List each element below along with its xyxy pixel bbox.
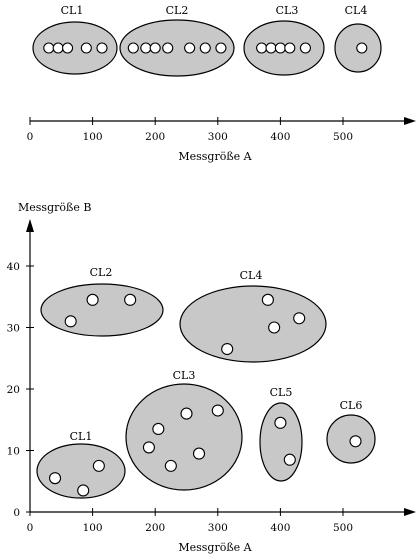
top-axis: 0 100 200 300 400 500 Messgröße A (27, 117, 416, 163)
cluster-region (259, 402, 303, 482)
x-tick-label: 200 (145, 522, 165, 534)
top-tick-label: 500 (333, 131, 353, 143)
x-tick-label: 0 (27, 522, 34, 534)
bottom-points (48, 293, 362, 497)
cluster-label: CL2 (166, 4, 189, 17)
y-tick-label: 10 (7, 446, 20, 458)
cluster-region (125, 383, 243, 491)
top-tick-label: 200 (145, 131, 165, 143)
bottom-cluster-cl1: CL1 (36, 430, 126, 499)
cluster-region (36, 443, 126, 499)
bottom-cluster-cl6: CL6 (326, 399, 376, 464)
cluster-label: CL3 (173, 369, 196, 382)
y-tick-label: 30 (7, 323, 20, 335)
bottom-cluster-cl3: CL3 (125, 369, 243, 491)
cluster-label: CL3 (276, 4, 299, 17)
data-point (184, 42, 196, 54)
cluster-label: CL2 (90, 266, 113, 279)
bottom-diagram: 0 100 200 300 400 500 0 10 20 30 40 Messgröße B M… (7, 201, 416, 554)
cluster-region (119, 19, 235, 77)
bottom-xlabel: Messgröße A (178, 541, 252, 554)
data-point (92, 459, 105, 472)
top-tick-label: 300 (208, 131, 228, 143)
data-point (284, 42, 296, 54)
data-point (149, 42, 161, 54)
cluster-label: CL1 (61, 4, 84, 17)
cluster-region (40, 283, 164, 337)
cluster-label: CL4 (345, 4, 368, 17)
bottom-y-arrowhead (26, 219, 34, 232)
data-point (52, 42, 64, 54)
data-point (180, 407, 193, 420)
data-point (142, 441, 155, 454)
data-point (274, 416, 287, 429)
top-cluster-cl3: CL3 (243, 4, 325, 76)
y-tick-label: 40 (7, 261, 20, 273)
bottom-cluster-cl4: CL4 (179, 269, 327, 363)
data-point (215, 42, 227, 54)
top-xlabel: Messgröße A (178, 150, 252, 163)
y-tick-label: 20 (7, 384, 20, 396)
bottom-axes: 0 100 200 300 400 500 0 10 20 30 40 Messgröße B M… (7, 201, 416, 554)
cluster-region (32, 21, 118, 75)
bottom-x-arrowhead (404, 508, 416, 516)
data-point (256, 42, 268, 54)
data-point (80, 42, 92, 54)
data-point (221, 342, 234, 356)
x-tick-label: 100 (83, 522, 103, 534)
data-point (356, 42, 368, 54)
data-point (124, 293, 137, 306)
data-point (283, 453, 296, 466)
data-point (162, 42, 174, 54)
data-point (293, 312, 306, 325)
data-point (96, 42, 108, 54)
x-tick-label: 300 (208, 522, 228, 534)
data-point (274, 42, 286, 54)
cluster-label: CL1 (70, 430, 93, 443)
cluster-label: CL5 (270, 386, 293, 399)
data-point (349, 435, 362, 448)
top-tick-label: 400 (270, 131, 290, 143)
data-point (43, 42, 55, 54)
data-point (199, 42, 211, 54)
data-point (48, 472, 62, 485)
cluster-label: CL4 (240, 269, 263, 282)
data-point (86, 293, 99, 306)
x-tick-label: 400 (270, 522, 290, 534)
data-point (265, 42, 277, 54)
data-point (62, 42, 74, 54)
top-cluster-cl4: CL4 (334, 4, 382, 73)
data-point (268, 321, 281, 334)
cluster-label: CL6 (340, 399, 363, 412)
data-point (64, 315, 77, 328)
top-points (43, 42, 368, 54)
top-cluster-cl2: CL2 (119, 4, 235, 77)
top-axis-arrowhead (404, 117, 416, 125)
bottom-cluster-cl5: CL5 (259, 386, 303, 482)
top-tick-label: 100 (83, 131, 103, 143)
cluster-region (179, 285, 327, 363)
data-point (211, 404, 224, 417)
bottom-cluster-cl2: CL2 (40, 266, 164, 337)
x-tick-label: 500 (333, 522, 353, 534)
bottom-ylabel: Messgröße B (18, 201, 91, 214)
data-point (140, 42, 152, 54)
data-point (261, 293, 274, 306)
data-point (299, 42, 311, 54)
top-cluster-cl1: CL1 (32, 4, 118, 75)
data-point (192, 447, 206, 460)
y-tick-label: 0 (13, 507, 20, 519)
data-point (164, 459, 177, 472)
top-tick-label: 0 (27, 131, 34, 143)
data-point (152, 422, 165, 436)
data-point (127, 42, 139, 54)
top-diagram: 0 100 200 300 400 500 Messgröße A CL1 CL2 CL3… (27, 4, 416, 163)
data-point (77, 484, 90, 497)
